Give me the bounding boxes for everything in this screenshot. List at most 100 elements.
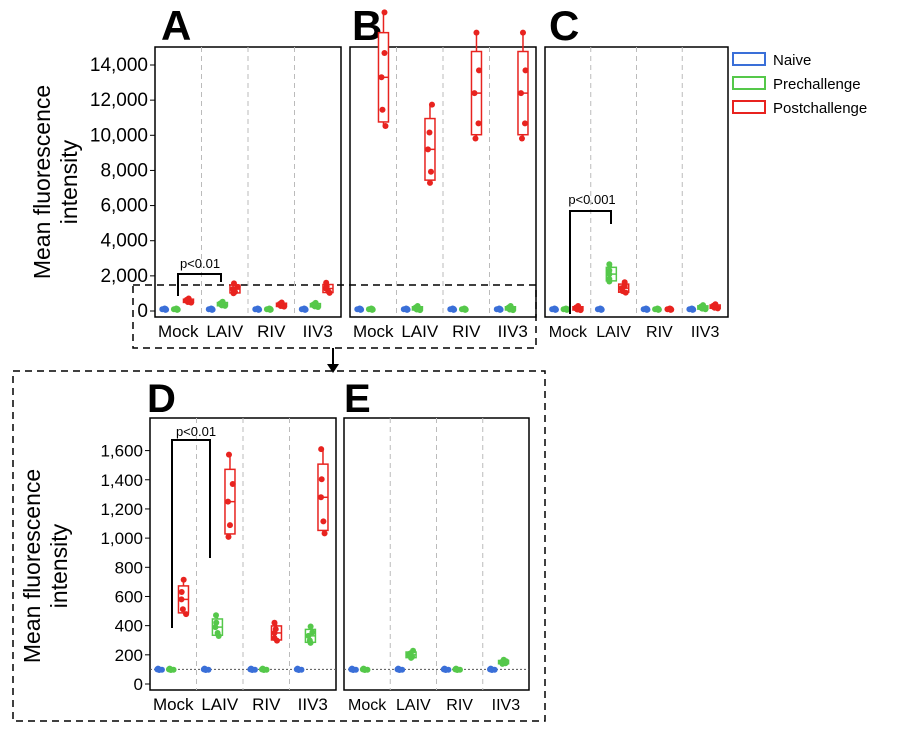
data-point — [496, 305, 503, 312]
data-point — [643, 305, 650, 312]
y-axis-label-line2: intensity — [56, 139, 82, 224]
y-tick-label: 4,000 — [100, 231, 148, 252]
data-point — [234, 283, 241, 290]
data-point — [517, 90, 524, 97]
data-point — [712, 301, 719, 308]
x-tick-label: Mock — [158, 322, 199, 341]
data-point — [254, 305, 261, 312]
x-tick-label: RIV — [252, 695, 281, 714]
data-point — [180, 576, 187, 583]
x-tick-label: Mock — [348, 697, 387, 714]
y-tick-label: 8,000 — [100, 160, 148, 181]
y-axis-label-line2: intensity — [46, 523, 72, 608]
data-point — [229, 286, 236, 293]
x-tick-label: IIV3 — [691, 324, 720, 341]
y-tick-label: 0 — [137, 301, 148, 322]
significance-bracket — [171, 439, 211, 628]
legend-label-naive: Naive — [773, 52, 811, 69]
significance-bracket — [177, 273, 222, 296]
data-point — [173, 305, 180, 312]
data-point — [395, 665, 402, 672]
x-tick-label: RIV — [446, 697, 473, 714]
data-point — [575, 303, 582, 310]
x-tick-label: IIV3 — [498, 322, 528, 341]
data-point — [306, 637, 313, 644]
data-point — [473, 29, 480, 36]
panel-e: Mock LAIV RIV IIV3 — [343, 417, 530, 714]
data-point — [259, 665, 266, 672]
data-point — [368, 305, 375, 312]
x-tick-label: LAIV — [401, 322, 439, 341]
y-tick-label: 14,000 — [90, 55, 148, 76]
data-point — [424, 146, 431, 153]
x-tick-label: Mock — [353, 322, 394, 341]
data-point — [381, 9, 388, 16]
data-point — [318, 446, 325, 453]
data-point — [213, 612, 220, 619]
legend-swatch-prechallenge — [732, 76, 766, 90]
data-point — [161, 305, 168, 312]
x-tick-label: RIV — [257, 322, 286, 341]
data-point — [654, 305, 661, 312]
data-point — [323, 279, 330, 286]
x-tick-label: IIV3 — [492, 697, 521, 714]
zoom-panel-frame — [12, 370, 546, 722]
significance-label: p<0.01 — [180, 256, 220, 271]
data-point — [356, 305, 363, 312]
data-point — [185, 295, 192, 302]
panel-d: 0 200 400 600 800 1,000 1,200 1,400 1,600 Mock LAI… — [100, 417, 337, 714]
legend: Naive Prechallenge Postchallenge — [732, 52, 867, 117]
x-tick-label: Mock — [549, 324, 588, 341]
data-point — [381, 49, 388, 56]
data-point — [271, 619, 278, 626]
data-point — [378, 74, 385, 81]
panels: 0 2,000 4,000 6,000 8,000 10,000 12,000 14,000 M… — [90, 9, 729, 714]
panel-b: Mock LAIV RIV IIV3 — [349, 9, 537, 341]
y-tick-label: 1,600 — [100, 442, 143, 461]
data-point — [382, 123, 389, 130]
y-tick-label: 6,000 — [100, 196, 148, 217]
data-point — [321, 530, 328, 537]
data-point — [606, 276, 613, 283]
panel-letter-b: B — [352, 2, 382, 49]
significance-label: p<0.001 — [568, 192, 615, 207]
panel-letter-e: E — [344, 377, 371, 421]
x-tick-label: RIV — [646, 324, 673, 341]
data-point — [166, 665, 173, 672]
data-point — [597, 305, 604, 312]
data-point — [379, 106, 386, 113]
data-point — [453, 665, 460, 672]
data-point — [472, 135, 479, 142]
data-point — [301, 305, 308, 312]
data-point — [426, 179, 433, 186]
data-point — [449, 305, 456, 312]
panel-c: Mock LAIV RIV IIV3 p<0.001 — [544, 46, 729, 341]
data-point — [519, 29, 526, 36]
data-point — [403, 305, 410, 312]
x-tick-label: IIV3 — [303, 322, 333, 341]
data-point — [475, 67, 482, 74]
data-point — [178, 589, 185, 596]
y-axis-label-line1: Mean fluorescence — [19, 469, 45, 663]
y-axis-label-top: Mean fluorescence intensity — [29, 85, 82, 279]
y-tick-label: 1,000 — [100, 529, 143, 548]
data-point — [475, 120, 482, 127]
y-tick-label: 1,400 — [100, 471, 143, 490]
data-point — [414, 303, 421, 310]
data-point — [213, 619, 220, 626]
y-axis-label-bottom: Mean fluorescence intensity — [19, 469, 72, 663]
data-point — [487, 665, 494, 672]
data-point — [178, 596, 185, 603]
data-point — [471, 90, 478, 97]
data-point — [271, 635, 278, 642]
data-point — [305, 632, 312, 639]
x-tick-label: LAIV — [396, 697, 431, 714]
data-point — [606, 261, 613, 268]
panel-a: 0 2,000 4,000 6,000 8,000 10,000 12,000 14,000 M… — [90, 46, 342, 341]
y-tick-label: 2,000 — [100, 266, 148, 287]
zoom-arrow-head — [327, 364, 339, 373]
y-tick-label: 800 — [115, 558, 143, 577]
x-tick-label: LAIV — [206, 322, 244, 341]
data-point — [666, 305, 673, 312]
legend-swatch-postchallenge — [732, 100, 766, 114]
